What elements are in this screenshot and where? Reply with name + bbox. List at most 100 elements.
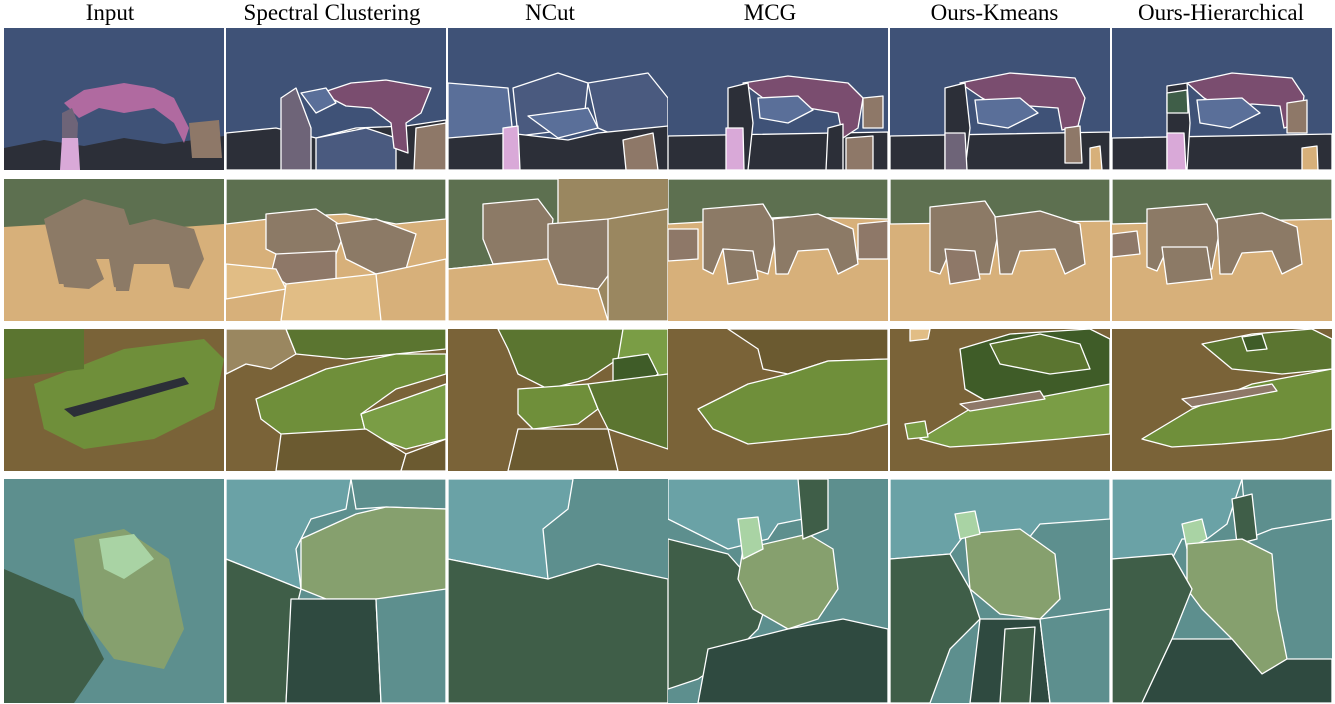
panel-woman-spectral-clustering [226,28,446,170]
segmentation-map-salamander [226,329,446,471]
input-photo-salamander [4,329,224,471]
segment-region [300,506,446,600]
segment-region [1181,518,1208,550]
segment-region [315,127,397,170]
panel-salamander-ours-kmeans [890,329,1110,471]
segment-region [400,438,446,471]
segmentation-map-salamander [448,329,668,471]
segment-region [772,213,859,275]
segment-region [413,122,446,170]
segment-region [1064,125,1083,164]
segmentation-map-woman [890,28,1110,170]
panel-elephants-input [4,179,224,321]
panel-woman-ncut [448,28,668,170]
segment-region [320,79,432,154]
segment-region [857,220,888,260]
segment-region [502,125,521,170]
column-header-ours-hierarchical: Ours-Hierarchical [1137,0,1305,25]
segmentation-map-porcupine [890,479,1110,703]
column-header-input: Input [85,0,135,25]
segment-region [1181,383,1278,408]
segment-region [959,390,1046,412]
segment-region [1166,132,1187,170]
segment-region [607,208,668,321]
input-photo-elephants [4,179,224,321]
segmentation-map-salamander [1112,329,1332,471]
input-photo-woman [4,28,224,170]
segment-region [697,618,888,703]
segment-region [1196,97,1261,129]
segment-region [797,479,829,540]
segmentation-map-elephants [890,179,1110,321]
segment-region [527,107,599,139]
segmentation-map-elephants [668,179,888,321]
panel-salamander-ncut [448,329,668,471]
segment-region [909,329,931,342]
segmentation-map-porcupine [668,479,888,703]
segment-region [1112,133,1332,170]
segment-region [280,273,387,321]
panel-elephants-ours-hierarchical [1112,179,1332,321]
input-photo-porcupine [4,479,224,703]
panel-woman-mcg [668,28,888,170]
segment-region [668,228,699,262]
segment-region [1039,608,1110,703]
segment-region [255,353,446,440]
segment-region [448,558,668,703]
segment-region [1161,246,1213,285]
panel-elephants-ncut [448,179,668,321]
panel-elephants-mcg [668,179,888,321]
segment-region [350,479,446,510]
segment-region [1201,329,1332,375]
image-region [4,329,84,379]
panel-porcupine-mcg [668,479,888,703]
image-region [189,120,222,158]
segment-region [904,420,929,440]
segmentation-map-woman [226,28,446,170]
segment-region [1241,333,1268,352]
image-region [4,136,224,170]
image-region [4,569,104,703]
segment-region [825,123,844,170]
segment-region [974,97,1039,129]
segment-region [697,358,888,445]
segment-region [722,248,759,285]
panel-porcupine-spectral-clustering [226,479,446,703]
segment-region [944,132,968,170]
segment-region [1216,212,1303,275]
segment-region [1286,99,1308,134]
segment-region [1089,145,1103,170]
segment-region [587,373,668,450]
segment-region [890,553,981,703]
segment-region [1141,638,1332,703]
segment-region [280,87,312,170]
image-region [59,254,104,289]
segmentation-map-salamander [890,329,1110,471]
segmentation-map-woman [1112,28,1332,170]
panel-salamander-spectral-clustering [226,329,446,471]
panel-woman-ours-kmeans [890,28,1110,170]
segmentation-map-salamander [668,329,888,471]
segment-region [668,179,888,225]
segment-region [737,516,764,560]
segment-region [1301,145,1319,170]
segment-region [226,329,297,375]
segment-region [375,588,446,703]
segment-region [989,333,1091,375]
segment-region [448,258,609,321]
panel-salamander-ours-hierarchical [1112,329,1332,471]
segment-region [448,479,574,580]
segment-region [757,95,814,124]
image-region [74,529,184,669]
panel-porcupine-ours-kmeans [890,479,1110,703]
segment-region [507,428,619,471]
segmentation-map-woman [668,28,888,170]
segment-region [964,528,1061,620]
panel-salamander-mcg [668,329,888,471]
segment-region [622,132,659,170]
panel-woman-ours-hierarchical [1112,28,1332,170]
column-header-mcg: MCG [743,0,797,25]
segment-region [547,218,614,290]
segment-region [482,198,554,265]
segmentation-map-porcupine [226,479,446,703]
